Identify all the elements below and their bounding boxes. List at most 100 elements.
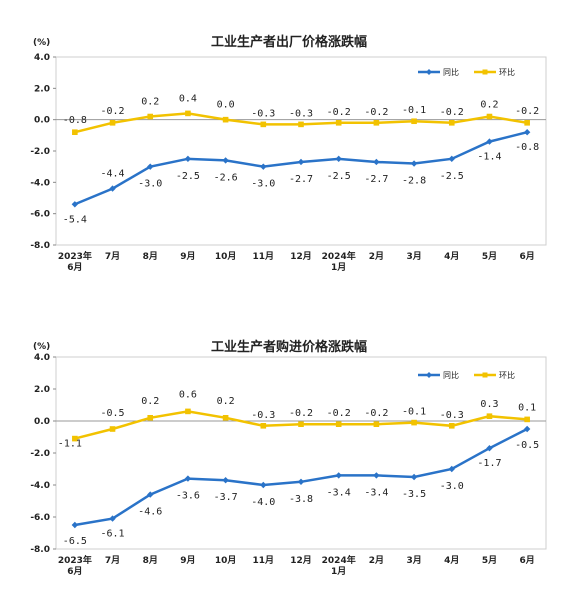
series-layer xyxy=(71,408,531,529)
y-tick-label: -2.0 xyxy=(30,147,50,157)
data-point xyxy=(486,138,493,145)
data-label: -3.5 xyxy=(402,489,426,500)
y-tick-label: -4.0 xyxy=(30,178,50,188)
data-label: 0.6 xyxy=(179,389,197,400)
data-label: -0.2 xyxy=(100,106,124,117)
data-label: -5.4 xyxy=(63,214,87,225)
data-label: -0.1 xyxy=(402,105,426,116)
y-tick-label: 2.0 xyxy=(34,84,50,94)
y-tick-label: -2.0 xyxy=(30,449,50,459)
data-point xyxy=(335,155,342,163)
data-point xyxy=(184,475,192,482)
y-tick-label: -8.0 xyxy=(30,545,50,555)
x-tick-label: 11月 xyxy=(253,251,275,262)
x-tick-label: 4月 xyxy=(444,555,459,566)
plot-frame xyxy=(55,56,547,246)
y-tick-label: -6.0 xyxy=(30,210,50,220)
data-label: -3.4 xyxy=(364,487,388,498)
y-tick-label: 0.0 xyxy=(34,417,50,427)
data-label: -3.7 xyxy=(214,492,238,503)
data-point xyxy=(523,129,531,136)
data-point xyxy=(410,473,418,481)
data-point xyxy=(411,419,417,426)
data-label: -2.7 xyxy=(364,174,388,185)
data-point xyxy=(411,118,417,125)
data-label: -0.2 xyxy=(364,107,388,118)
data-point xyxy=(147,113,154,120)
legend-label: 同比 xyxy=(443,67,459,77)
data-label: -0.1 xyxy=(402,407,426,418)
x-tick-label: 9月 xyxy=(180,251,195,262)
data-label: -3.4 xyxy=(327,487,351,498)
data-point xyxy=(260,163,267,170)
x-tick-label: 3月 xyxy=(406,251,421,262)
y-unit-label: (%) xyxy=(33,38,50,48)
data-point xyxy=(109,185,116,192)
data-label: -0.2 xyxy=(440,107,464,118)
legend-marker xyxy=(482,372,488,378)
data-label: -3.0 xyxy=(440,481,464,492)
data-point xyxy=(524,120,530,126)
x-tick-label: 5月 xyxy=(482,555,497,566)
data-point xyxy=(222,116,229,123)
x-tick-label: 2月 xyxy=(369,555,384,566)
data-point xyxy=(109,515,116,522)
data-point xyxy=(222,157,229,164)
data-point xyxy=(448,423,455,429)
data-point xyxy=(222,477,229,484)
data-label: -3.8 xyxy=(289,494,313,505)
data-label: 0.2 xyxy=(217,396,235,407)
data-point xyxy=(486,413,493,419)
x-tick-label: 10月 xyxy=(215,555,237,566)
y-tick-label: 4.0 xyxy=(34,53,50,63)
data-point xyxy=(486,445,493,452)
data-point xyxy=(410,160,418,167)
data-label: -3.0 xyxy=(251,179,275,190)
data-label: -0.2 xyxy=(289,408,313,419)
data-label: 0.0 xyxy=(217,100,235,111)
data-point xyxy=(335,472,342,479)
data-point xyxy=(260,423,267,429)
x-tick-label: 6月 xyxy=(520,251,535,262)
data-label: -2.6 xyxy=(214,172,238,183)
legend-marker xyxy=(426,372,432,378)
data-point xyxy=(335,421,342,427)
data-label: -3.6 xyxy=(176,491,200,502)
data-point xyxy=(373,158,380,166)
data-point xyxy=(373,421,380,427)
data-label: -0.3 xyxy=(440,410,464,421)
data-label: -0.2 xyxy=(364,408,388,419)
data-point xyxy=(448,120,455,126)
x-tick-label: 11月 xyxy=(253,555,275,566)
data-label: -6.1 xyxy=(100,529,124,540)
data-point xyxy=(373,120,380,126)
data-label: -1.4 xyxy=(477,152,501,163)
data-point xyxy=(298,121,304,128)
data-point xyxy=(71,201,79,208)
data-label: -0.8 xyxy=(515,142,539,153)
y-tick-label: -4.0 xyxy=(30,481,50,491)
data-point xyxy=(260,481,267,489)
data-point xyxy=(72,129,78,135)
x-tick-label: 2023年 6月 xyxy=(58,554,92,577)
data-label: -2.8 xyxy=(402,176,426,187)
data-label: -4.0 xyxy=(251,497,275,508)
legend-label: 环比 xyxy=(499,370,515,380)
x-tick-label: 2023年 6月 xyxy=(58,250,92,273)
x-tick-label: 8月 xyxy=(143,555,158,566)
y-axis: 4.0 2.0 0.0 -2.0 -4.0 -6.0 -8.0 xyxy=(30,353,56,555)
data-point xyxy=(448,465,455,473)
data-point xyxy=(373,472,380,479)
data-label: -0.2 xyxy=(327,107,351,118)
data-point xyxy=(71,521,79,529)
legend: 同比 环比 xyxy=(418,370,515,380)
data-point xyxy=(448,155,455,163)
y-tick-label: 2.0 xyxy=(34,385,50,395)
series-line-yoy xyxy=(74,130,528,206)
x-tick-label: 6月 xyxy=(520,555,535,566)
chart-title: 工业生产者出厂价格涨跌幅 xyxy=(211,34,367,50)
x-tick-label: 8月 xyxy=(143,251,158,262)
data-labels: -5.4 -4.4 -3.0 -2.5 -2.6 -3.0 -2.7 -2.5 -2.7 -2.8… xyxy=(63,93,539,225)
x-axis: 2023年 6月 7月 8月 9月 10月 11月 12月 2024年 1月 2月 3月 4月 5月 6月 xyxy=(58,250,535,273)
